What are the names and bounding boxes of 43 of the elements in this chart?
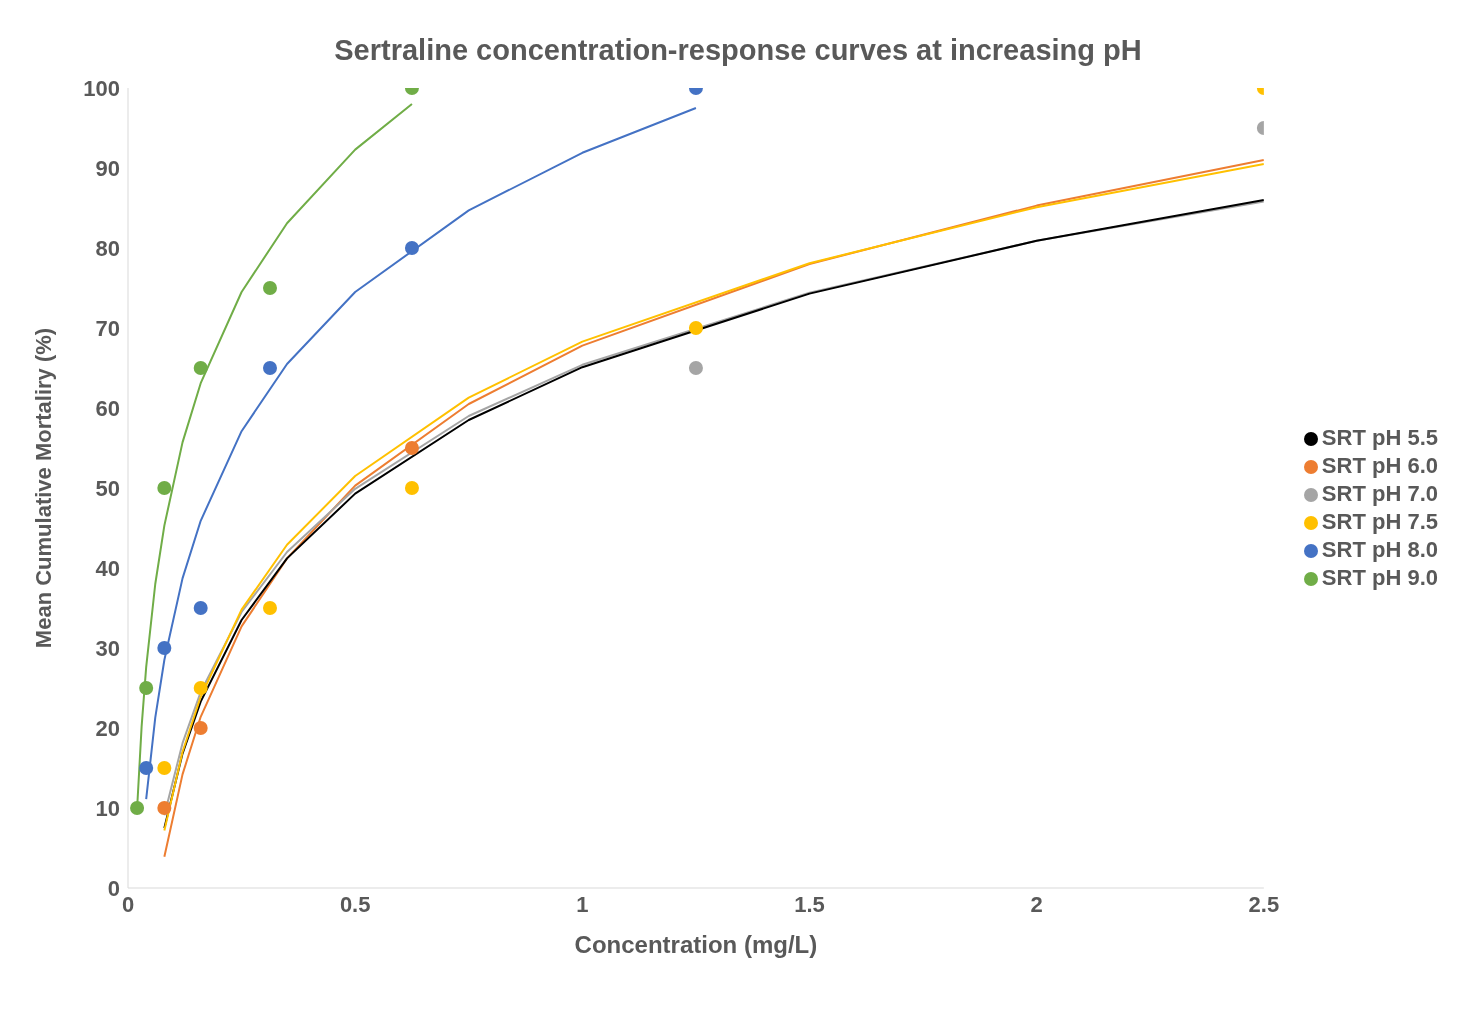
point (157, 801, 172, 815)
y-tick-label: 90 (95, 155, 120, 181)
point (193, 721, 208, 735)
y-tick-label: 50 (95, 475, 120, 501)
y-tick-label: 30 (95, 635, 120, 661)
point (404, 241, 419, 255)
y-tick-label: 80 (95, 235, 120, 261)
point (262, 281, 277, 295)
point (130, 801, 145, 815)
point (157, 761, 172, 775)
chart-title: Sertraline concentration-response curves at increasing pH (333, 34, 1143, 67)
point (404, 441, 419, 455)
y-tick-label: 70 (95, 315, 120, 341)
legend-label: SRT pH 9.0 (1321, 565, 1438, 590)
legend-label: SRT pH 5.5 (1321, 425, 1438, 450)
y-axis-title: Mean Cumulative Mortaliry (%) (30, 327, 56, 649)
x-tick-label: 0.5 (339, 891, 371, 917)
point (157, 481, 172, 495)
y-tick-label: 10 (95, 795, 120, 821)
point (193, 361, 208, 375)
y-tick-label: 40 (95, 555, 120, 581)
x-axis-title: Concentration (mg/L) (574, 931, 818, 958)
point (139, 681, 154, 695)
legend-label: SRT pH 7.5 (1321, 509, 1438, 534)
point (404, 481, 419, 495)
point (688, 321, 703, 335)
point (139, 761, 154, 775)
x-tick-label: 1.5 (794, 891, 825, 917)
point (262, 361, 277, 375)
point (157, 641, 172, 655)
x-tick-label: 1 (576, 891, 589, 917)
point (193, 681, 208, 695)
legend-label: SRT pH 6.0 (1321, 453, 1438, 478)
point (193, 601, 208, 615)
y-tick-label: 20 (95, 715, 120, 741)
x-tick-label: 2.5 (1248, 891, 1280, 917)
legend-label: SRT pH 7.0 (1321, 481, 1438, 506)
legend-label: SRT pH 8.0 (1321, 537, 1438, 562)
x-tick-label: 2 (1030, 891, 1043, 917)
point (262, 601, 277, 615)
y-tick-label: 0 (107, 875, 120, 901)
y-tick-label: 60 (95, 395, 120, 421)
y-tick-label: 100 (83, 75, 120, 101)
